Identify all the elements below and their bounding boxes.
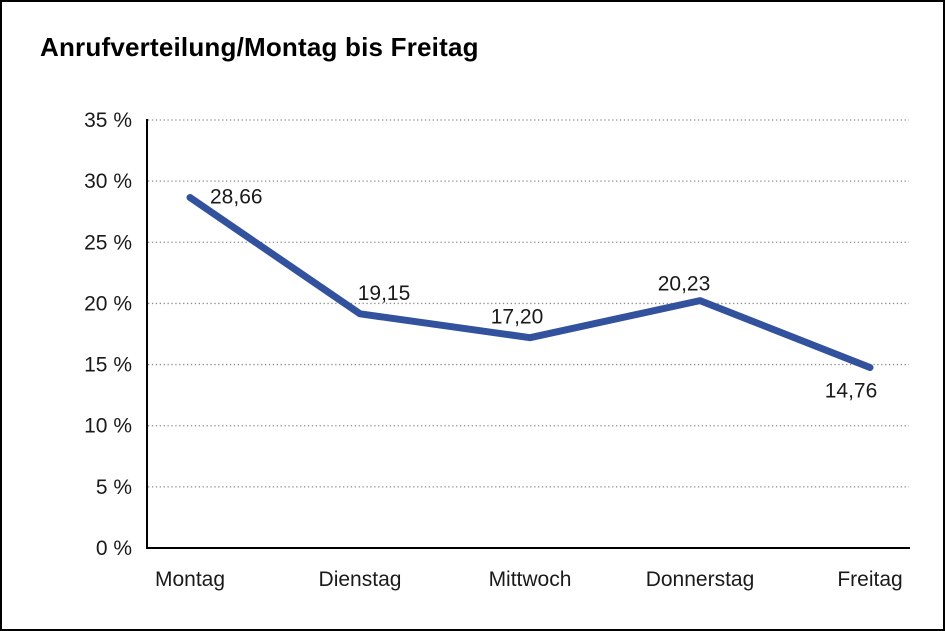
data-label: 20,23 <box>658 273 711 296</box>
y-tick-label: 30 % <box>84 170 132 193</box>
data-label: 14,76 <box>825 380 878 403</box>
y-tick-label: 15 % <box>84 354 132 377</box>
chart-title: Anrufverteilung/Montag bis Freitag <box>40 32 479 62</box>
y-tick-label: 35 % <box>84 109 132 132</box>
data-label: 17,20 <box>491 306 544 329</box>
series-line <box>186 194 874 372</box>
x-tick-label: Montag <box>155 568 225 591</box>
x-tick-label: Donnerstag <box>646 568 755 591</box>
x-tick-label: Mittwoch <box>489 568 572 591</box>
y-tick-label: 10 % <box>84 415 132 438</box>
y-tick-label: 25 % <box>84 231 132 254</box>
data-label: 28,66 <box>210 186 263 209</box>
y-tick-label: 0 % <box>96 537 132 560</box>
y-tick-label: 20 % <box>84 292 132 315</box>
y-tick-label: 5 % <box>96 476 132 499</box>
x-tick-label: Dienstag <box>319 568 402 591</box>
data-label: 19,15 <box>358 282 411 305</box>
x-tick-label: Freitag <box>837 568 902 591</box>
